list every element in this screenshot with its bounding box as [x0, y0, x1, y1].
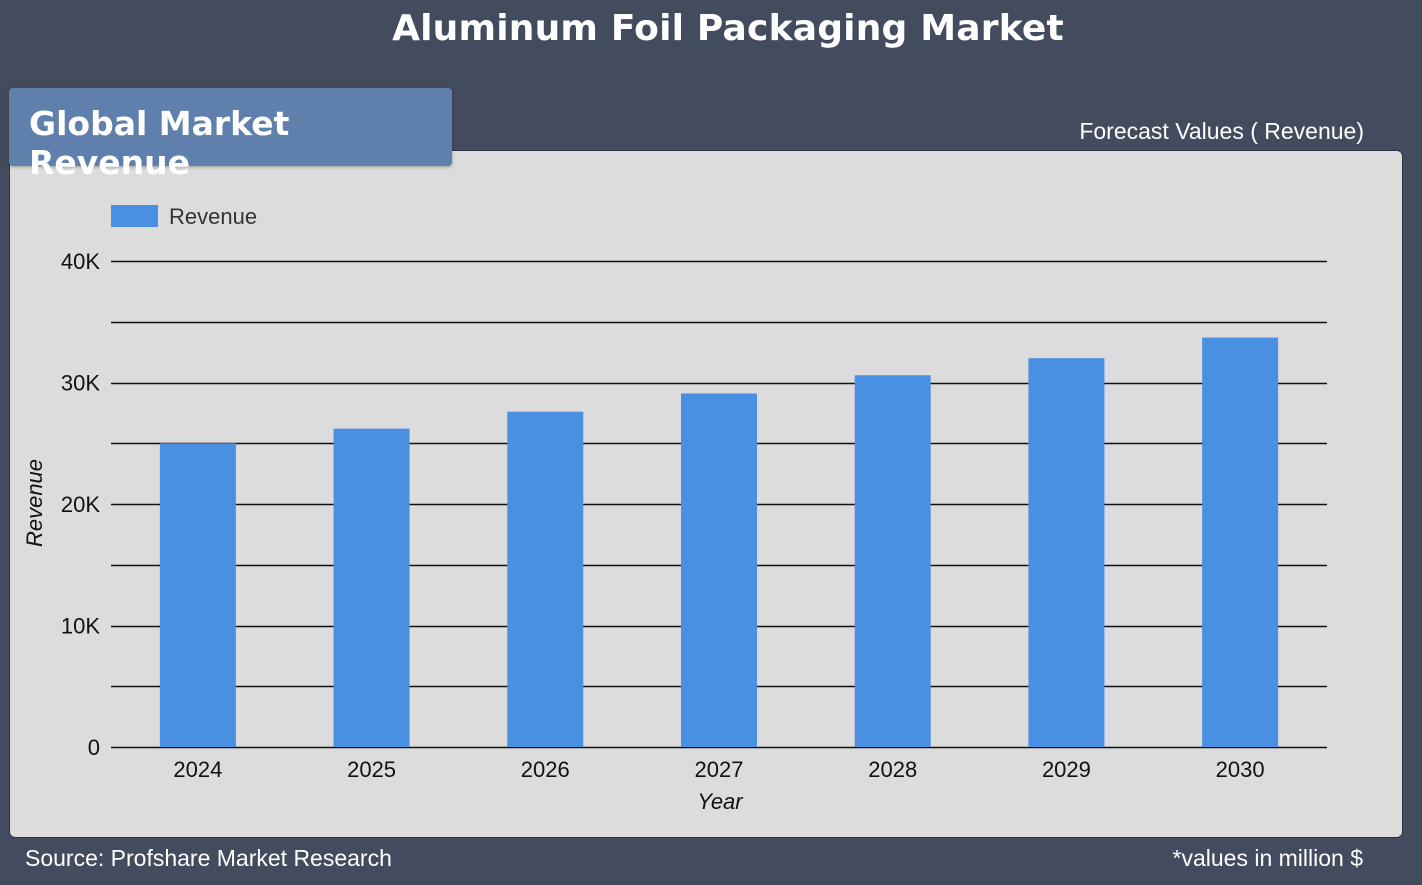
y-axis-title: Revenue [22, 459, 47, 547]
units-note: *values in million $ [1172, 845, 1363, 871]
x-axis-title: Year [697, 789, 744, 814]
bar-2026 [507, 411, 584, 747]
x-tick-label: 2027 [695, 757, 744, 782]
y-axis-ticks: 0 10K 20K 30K 40K [61, 249, 100, 760]
source-note: Source: Profshare Market Research [25, 845, 392, 871]
bar-2024 [159, 443, 236, 747]
x-axis-ticks: 2024 2025 2026 2027 2028 2029 2030 [173, 757, 1264, 782]
y-tick-label: 0 [88, 735, 100, 760]
page-title: Aluminum Foil Packaging Market [392, 8, 1064, 49]
legend-swatch-revenue [111, 205, 158, 227]
bars [159, 337, 1279, 747]
x-tick-label: 2025 [347, 757, 396, 782]
x-tick-label: 2028 [868, 757, 917, 782]
bar-2030 [1202, 337, 1279, 747]
section-title: Global Market Revenue [29, 104, 290, 182]
y-tick-label: 40K [61, 249, 100, 274]
forecast-values-label: Forecast Values ( Revenue) [1079, 118, 1364, 144]
y-tick-label: 20K [61, 492, 100, 517]
bar-2027 [681, 393, 757, 747]
y-tick-label: 10K [61, 614, 100, 639]
legend-label-revenue: Revenue [169, 204, 257, 229]
legend: Revenue [111, 204, 257, 229]
x-tick-label: 2026 [521, 757, 570, 782]
y-tick-label: 30K [61, 371, 100, 396]
x-tick-label: 2030 [1216, 757, 1265, 782]
bar-2028 [854, 375, 931, 747]
x-tick-label: 2024 [173, 757, 222, 782]
x-tick-label: 2029 [1042, 757, 1091, 782]
bar-2029 [1028, 358, 1105, 747]
bar-2025 [333, 428, 410, 747]
section-title-tab: Global Market Revenue [9, 88, 452, 182]
